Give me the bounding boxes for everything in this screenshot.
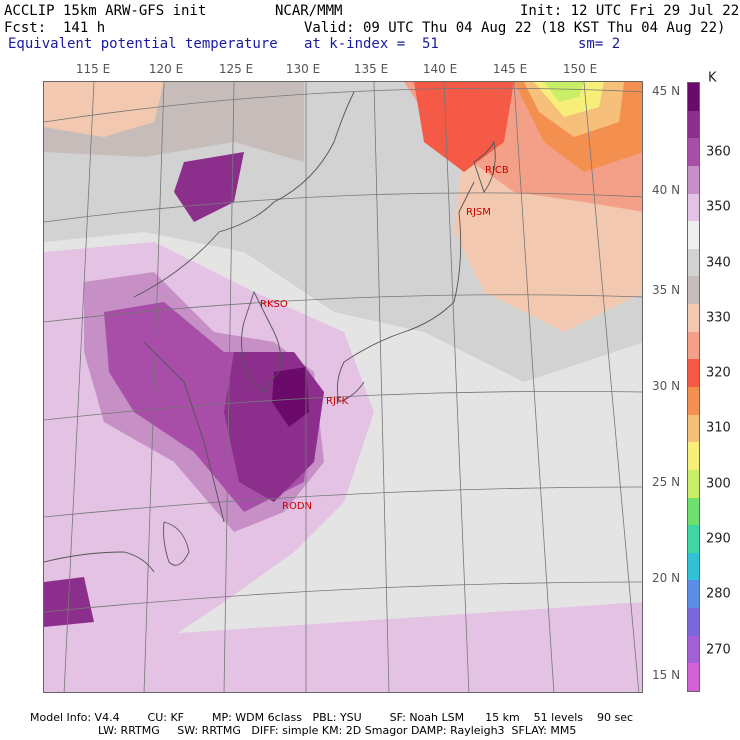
colorbar-segment [688,304,699,333]
colorbar-segment [688,442,699,471]
station-rjfk: RJFK [326,396,349,407]
station-label: RJSM [466,207,491,218]
theta-e-map: RJCB RJSM RKSO RJFK RODN [43,81,643,693]
colorbar-label: 340 [706,255,731,271]
colorbar-segment [688,165,699,195]
field-375k-region-north [174,152,244,222]
lon-tick: 150 E [562,62,598,76]
colorbar-unit: K [708,70,717,86]
graticule [44,82,642,692]
colorbar-segment [688,497,699,526]
header-forecast-hour: Fcst: 141 h [4,20,106,36]
colorbar-segment [688,359,699,388]
station-label: RJFK [326,396,349,407]
lat-tick: 15 N [652,668,681,682]
field-305k-region [544,82,584,102]
colorbar-label: 280 [706,586,731,602]
colorbar-label: 330 [706,310,731,326]
lat-tick: 30 N [652,379,681,393]
colorbar-segment [688,414,699,443]
field-340k-region-nw [44,82,164,137]
colorbar-label: 320 [706,365,731,381]
header-model-title: ACCLIP 15km ARW-GFS init [4,3,207,19]
lon-tick: 140 E [422,62,458,76]
colorbar-segment [688,635,699,664]
header-org: NCAR/MMM [275,3,343,19]
station-label: RODN [282,501,312,512]
colorbar [687,82,700,692]
lon-tick: 125 E [218,62,254,76]
colorbar-segment [688,580,699,609]
colorbar-segment [688,110,699,139]
footer-model-info: Model Info: V4.4 CU: KF MP: WDM 6class P… [30,711,634,724]
lat-tick: 35 N [652,283,681,297]
lat-tick: 45 N [652,84,681,98]
lat-tick: 25 N [652,475,681,489]
colorbar-label: 350 [706,199,731,215]
colorbar-segment [688,663,699,692]
lon-tick: 120 E [148,62,184,76]
colorbar-segment [688,331,699,360]
header-field-name: Equivalent potential temperature [8,36,278,52]
lat-tick: 20 N [652,571,681,585]
field-380k-region [272,367,309,427]
header-level: at k-index = 51 [304,36,439,52]
colorbar-label: 290 [706,531,731,547]
colorbar-segment [688,248,699,277]
coastlines [44,91,496,573]
station-rkso: RKSO [260,299,288,310]
lon-tick: 130 E [285,62,321,76]
station-rjsm: RJSM [466,207,491,218]
theta-e-field: RJCB RJSM RKSO RJFK RODN [44,82,642,692]
station-rjcb: RJCB [485,165,509,176]
field-360k-region-south [44,602,642,692]
colorbar-segment [688,387,699,416]
lat-tick: 40 N [652,183,681,197]
colorbar-label: 310 [706,420,731,436]
lon-tick: 145 E [492,62,528,76]
lon-tick: 135 E [353,62,389,76]
colorbar-segment [688,138,699,167]
colorbar-segment [688,469,699,499]
colorbar-segment [688,276,699,305]
station-label: RJCB [485,165,509,176]
colorbar-label: 300 [706,476,731,492]
station-label: RKSO [260,299,288,310]
colorbar-label: 270 [706,642,731,658]
lon-tick: 115 E [75,62,111,76]
footer-physics-info: LW: RRTMG SW: RRTMG DIFF: simple KM: 2D … [98,724,577,737]
colorbar-segment [688,525,699,554]
colorbar-segment [688,83,699,112]
field-375k-region-sw [44,577,94,627]
colorbar-segment [688,221,699,250]
station-rodn: RODN [282,501,312,512]
colorbar-segment [688,608,699,637]
header-init-time: Init: 12 UTC Fri 29 Jul 22 [520,3,740,19]
colorbar-label: 360 [706,144,731,160]
colorbar-segment [688,193,699,222]
header-smoothing: sm= 2 [578,36,621,52]
header-valid-time: Valid: 09 UTC Thu 04 Aug 22 (18 KST Thu … [304,20,726,36]
colorbar-segment [688,552,699,581]
